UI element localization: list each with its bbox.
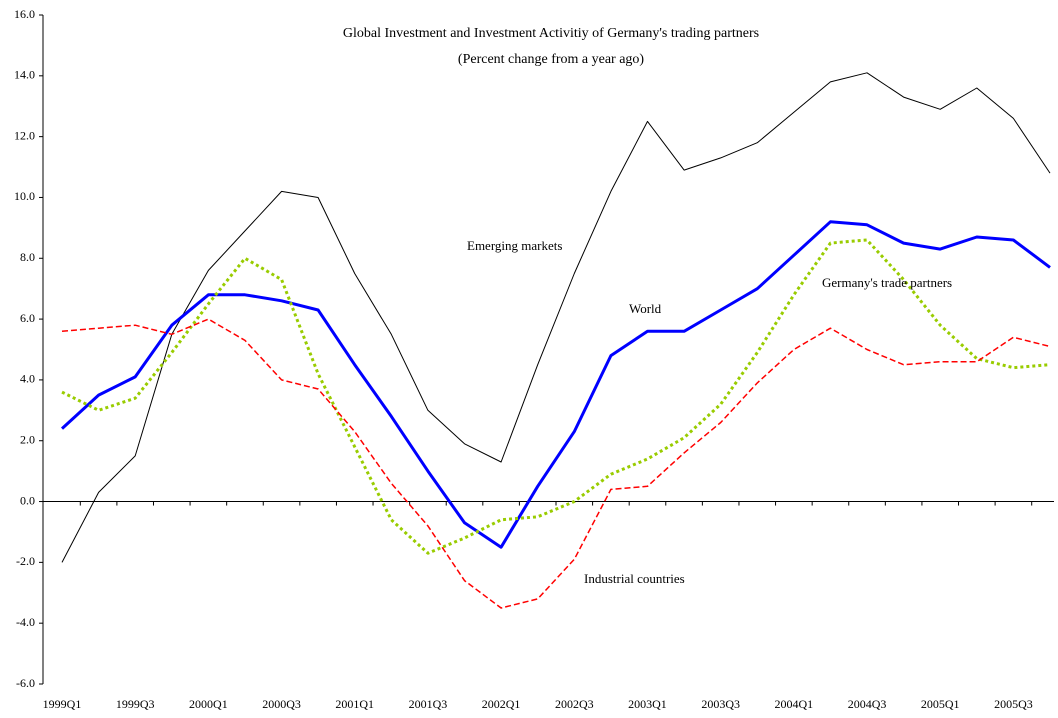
y-tick-label: -2.0 bbox=[16, 554, 35, 568]
x-tick-label: 2000Q3 bbox=[262, 697, 301, 711]
x-tick-label: 2002Q1 bbox=[482, 697, 521, 711]
series-line bbox=[61, 318, 1051, 609]
y-tick-label: 0.0 bbox=[20, 493, 35, 507]
y-tick-label: 4.0 bbox=[20, 372, 35, 386]
series-label: Germany's trade partners bbox=[822, 275, 952, 290]
x-tick-label: 2002Q3 bbox=[555, 697, 594, 711]
x-tick-label: 2005Q3 bbox=[994, 697, 1033, 711]
series-line bbox=[60, 220, 1051, 549]
series-label: Industrial countries bbox=[584, 571, 685, 586]
chart-subtitle: (Percent change from a year ago) bbox=[458, 52, 645, 67]
y-tick-label: 8.0 bbox=[20, 250, 35, 264]
x-tick-label: 1999Q3 bbox=[116, 697, 155, 711]
y-tick-label: -6.0 bbox=[16, 676, 35, 690]
chart-title: Global Investment and Investment Activit… bbox=[343, 26, 759, 41]
x-tick-label: 2005Q1 bbox=[921, 697, 960, 711]
x-tick-label: 2003Q1 bbox=[628, 697, 667, 711]
y-tick-label: 6.0 bbox=[20, 311, 35, 325]
series-label: World bbox=[629, 301, 662, 316]
y-tick-label: 2.0 bbox=[20, 432, 35, 446]
x-tick-label: 2003Q3 bbox=[701, 697, 740, 711]
x-tick-label: 2004Q3 bbox=[848, 697, 887, 711]
y-tick-label: 12.0 bbox=[14, 128, 35, 142]
x-tick-label: 2001Q3 bbox=[409, 697, 448, 711]
x-tick-label: 2004Q1 bbox=[775, 697, 814, 711]
y-tick-label: 14.0 bbox=[14, 68, 35, 82]
x-tick-label: 2000Q1 bbox=[189, 697, 228, 711]
series-line bbox=[61, 238, 1051, 555]
y-tick-label: -4.0 bbox=[16, 615, 35, 629]
y-tick-label: 10.0 bbox=[14, 189, 35, 203]
y-tick-label: 16.0 bbox=[14, 7, 35, 21]
series-label: Emerging markets bbox=[467, 238, 562, 253]
series-line bbox=[61, 72, 1051, 563]
x-tick-label: 2001Q1 bbox=[335, 697, 374, 711]
x-tick-label: 1999Q1 bbox=[43, 697, 82, 711]
